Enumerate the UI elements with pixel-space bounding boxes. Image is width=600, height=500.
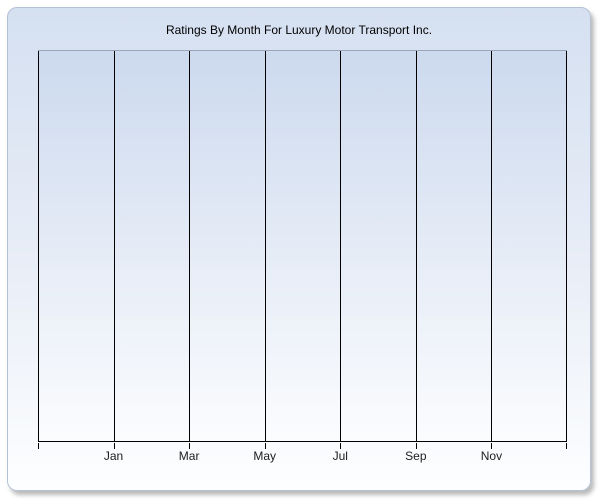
- chart-title: Ratings By Month For Luxury Motor Transp…: [165, 23, 433, 37]
- x-axis-label: May: [253, 449, 277, 463]
- x-gridlines-container: [38, 51, 567, 441]
- x-gridline: [566, 51, 567, 441]
- x-gridline: [340, 51, 342, 441]
- x-gridline: [491, 51, 493, 441]
- x-axis-tick: [38, 443, 39, 449]
- x-axis-label: Jul: [332, 449, 348, 463]
- x-axis-tick: [491, 443, 493, 449]
- x-gridline: [38, 51, 39, 441]
- x-gridline: [415, 51, 417, 441]
- x-gridline: [113, 51, 115, 441]
- x-axis-label: Mar: [178, 449, 200, 463]
- x-axis-tick: [340, 443, 342, 449]
- x-axis-tick: [189, 443, 191, 449]
- x-axis-tick: [113, 443, 115, 449]
- x-axis-label: Nov: [480, 449, 503, 463]
- x-gridline: [189, 51, 191, 441]
- x-axis-labels-container: Jan Mar May Jul Sep Nov: [38, 449, 567, 465]
- plot-area: [38, 50, 567, 442]
- x-axis-label: Jan: [103, 449, 124, 463]
- x-axis-tick: [566, 443, 567, 449]
- x-axis-label: Sep: [405, 449, 427, 463]
- x-axis-ticks-container: [38, 443, 567, 449]
- x-axis-tick: [415, 443, 417, 449]
- x-gridline: [264, 51, 266, 441]
- chart-panel: Ratings By Month For Luxury Motor Transp…: [7, 7, 591, 491]
- x-axis-tick: [264, 443, 266, 449]
